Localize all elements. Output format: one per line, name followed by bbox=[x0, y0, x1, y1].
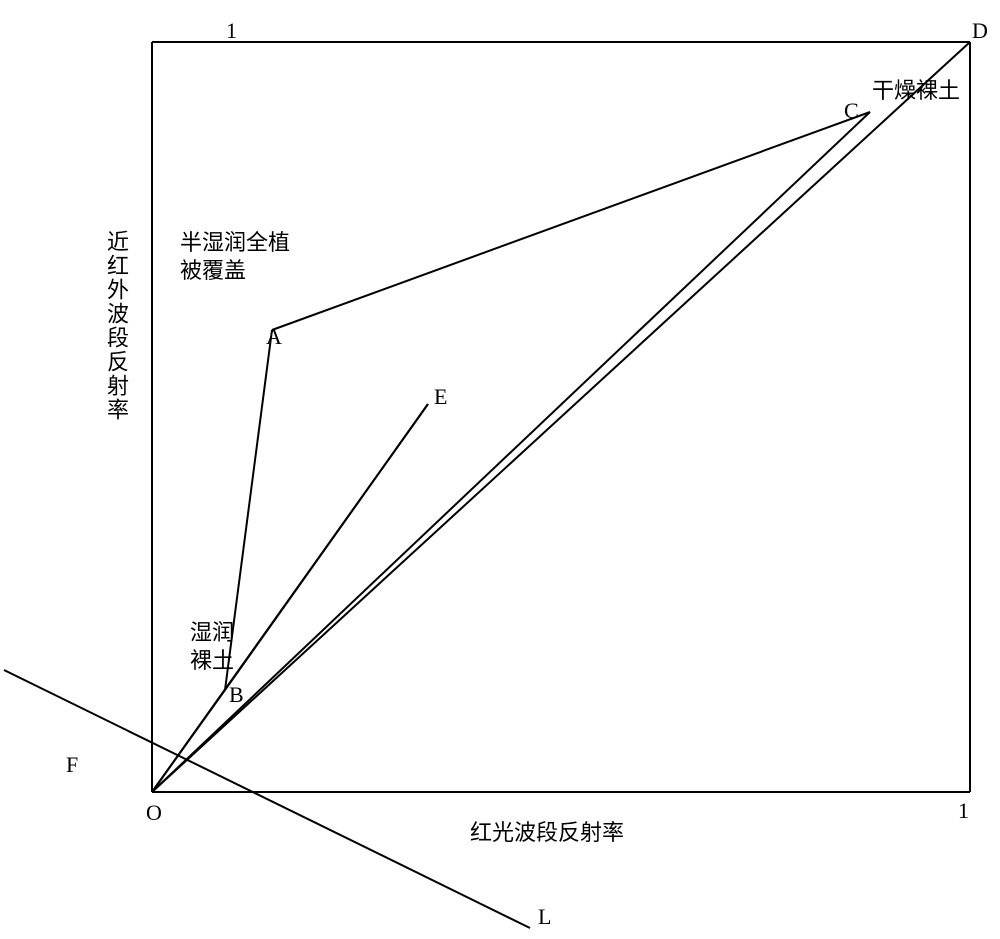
annotation-dry-soil: 干燥裸土 bbox=[872, 78, 960, 104]
annotation-semi-humid-line1: 半湿润全植 bbox=[180, 230, 290, 256]
label-F: F bbox=[66, 752, 78, 778]
label-E: E bbox=[434, 384, 447, 410]
y-max-tick: 1 bbox=[226, 18, 237, 44]
y-axis-label: 近红外波段反射率 bbox=[100, 230, 132, 422]
x-axis-label: 红光波段反射率 bbox=[470, 820, 624, 846]
label-D: D bbox=[972, 18, 988, 44]
label-A: A bbox=[266, 324, 282, 350]
label-C: C bbox=[844, 98, 859, 124]
annotation-wet-line2: 裸土 bbox=[190, 648, 234, 674]
label-L: L bbox=[538, 904, 551, 930]
reflectance-diagram bbox=[0, 0, 1000, 939]
annotation-semi-humid-line2: 被覆盖 bbox=[180, 258, 246, 284]
x-max-tick: 1 bbox=[958, 798, 969, 824]
annotation-wet-line1: 湿润 bbox=[190, 620, 234, 646]
label-O: O bbox=[146, 800, 162, 826]
label-B: B bbox=[229, 682, 244, 708]
